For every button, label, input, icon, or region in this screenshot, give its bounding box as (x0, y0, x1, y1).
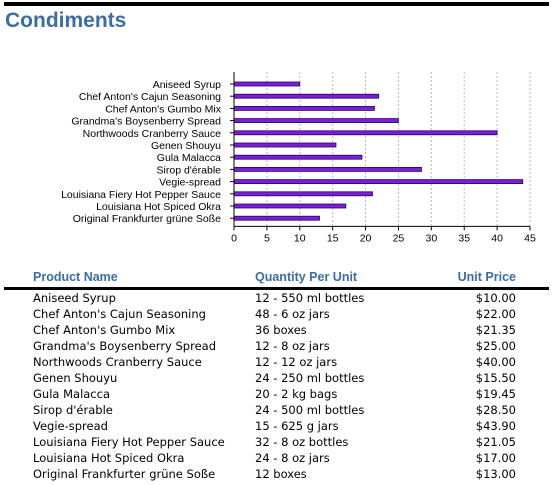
x-tick-label: 40 (491, 232, 503, 244)
header-product-name: Product Name (33, 270, 118, 284)
bar (233, 106, 375, 111)
quantity-per-unit: 24 - 500 ml bottles (255, 403, 365, 417)
bar (233, 81, 301, 87)
top-rule (4, 2, 549, 6)
product-name: Chef Anton's Cajun Seasoning (33, 307, 206, 321)
product-name: Aniseed Syrup (33, 291, 116, 305)
header-rule (4, 287, 549, 290)
product-name: Original Frankfurter grüne Soße (33, 467, 216, 481)
category-label: Aniseed Syrup (153, 79, 221, 91)
bar (233, 93, 380, 99)
table-row: Aniseed Syrup 12 - 550 ml bottles $10.00 (0, 290, 556, 306)
quantity-per-unit: 20 - 2 kg bags (255, 387, 338, 401)
product-name: Louisiana Fiery Hot Pepper Sauce (33, 435, 225, 449)
x-tick-label: 30 (425, 232, 437, 244)
header-quantity-per-unit: Quantity Per Unit (255, 270, 358, 284)
quantity-per-unit: 24 - 250 ml bottles (255, 371, 365, 385)
category-label: Chef Anton's Gumbo Mix (105, 103, 222, 115)
unit-price: $10.00 (475, 291, 516, 305)
table-row: Gula Malacca 20 - 2 kg bags $19.45 (0, 386, 556, 402)
x-tick-label: 45 (524, 232, 536, 244)
bar-layer (233, 81, 524, 221)
table-row: Chef Anton's Cajun Seasoning 48 - 6 oz j… (0, 306, 556, 322)
table-row: Genen Shouyu 24 - 250 ml bottles $15.50 (0, 370, 556, 386)
unit-price: $22.00 (475, 307, 516, 321)
unit-price: $17.00 (475, 451, 516, 465)
header-unit-price: Unit Price (457, 270, 516, 284)
bar (233, 167, 422, 172)
unit-price: $13.00 (475, 467, 516, 481)
category-label: Vegie-spread (159, 177, 221, 189)
quantity-per-unit: 12 - 12 oz jars (255, 355, 338, 369)
x-tick-label: 20 (360, 232, 372, 244)
quantity-per-unit: 15 - 625 g jars (255, 419, 339, 433)
bar (233, 215, 320, 221)
unit-price: $43.90 (475, 419, 516, 433)
bar (233, 118, 399, 123)
category-label: Northwoods Cranberry Sauce (83, 128, 221, 140)
table-row: Northwoods Cranberry Sauce 12 - 12 oz ja… (0, 354, 556, 370)
bar (233, 154, 363, 160)
category-label: Original Frankfurter grüne Soße (73, 213, 221, 225)
axis-layer: 0 5 10 15 20 25 30 35 40 45 (230, 72, 536, 244)
unit-price: $21.35 (475, 323, 516, 337)
category-label: Sirop d'érable (157, 164, 222, 176)
quantity-per-unit: 12 - 8 oz jars (255, 339, 330, 353)
unit-price: $40.00 (475, 355, 516, 369)
unit-price: $25.00 (475, 339, 516, 353)
quantity-per-unit: 48 - 6 oz jars (255, 307, 330, 321)
page-title: Condiments (5, 9, 127, 32)
product-name: Northwoods Cranberry Sauce (33, 355, 202, 369)
category-label: Louisiana Hot Spiced Okra (96, 201, 221, 213)
product-table: Aniseed Syrup 12 - 550 ml bottles $10.00… (0, 290, 556, 482)
product-name: Gula Malacca (33, 387, 111, 401)
bar (233, 203, 347, 209)
bar (233, 191, 373, 197)
quantity-per-unit: 12 - 550 ml bottles (255, 291, 365, 305)
bar (233, 130, 498, 136)
table-row: Chef Anton's Gumbo Mix 36 boxes $21.35 (0, 322, 556, 338)
unit-price: $15.50 (475, 371, 516, 385)
x-tick-label: 15 (327, 232, 339, 244)
table-row: Grandma's Boysenberry Spread 12 - 8 oz j… (0, 338, 556, 354)
x-tick-label: 0 (231, 232, 237, 244)
product-name: Sirop d'érable (33, 403, 113, 417)
bar (233, 142, 337, 148)
category-label: Louisiana Fiery Hot Pepper Sauce (61, 189, 221, 201)
table-row: Original Frankfurter grüne Soße 12 boxes… (0, 466, 556, 482)
table-row: Vegie-spread 15 - 625 g jars $43.90 (0, 418, 556, 434)
quantity-per-unit: 36 boxes (255, 323, 307, 337)
x-tick-label: 10 (294, 232, 306, 244)
quantity-per-unit: 24 - 8 oz jars (255, 451, 330, 465)
x-tick-label: 5 (264, 232, 270, 244)
product-name: Chef Anton's Gumbo Mix (33, 323, 176, 337)
product-name: Vegie-spread (33, 419, 108, 433)
table-header: Product Name Quantity Per Unit Unit Pric… (0, 268, 556, 288)
product-name: Genen Shouyu (33, 371, 118, 385)
product-name: Louisiana Hot Spiced Okra (33, 451, 185, 465)
category-label: Genen Shouyu (151, 140, 221, 152)
unit-price: $28.50 (475, 403, 516, 417)
category-label: Chef Anton's Cajun Seasoning (79, 91, 221, 103)
category-label: Grandma's Boysenberry Spread (71, 116, 221, 128)
bar (233, 179, 524, 184)
quantity-per-unit: 32 - 8 oz bottles (255, 435, 349, 449)
x-tick-label: 25 (393, 232, 405, 244)
table-row: Sirop d'érable 24 - 500 ml bottles $28.5… (0, 402, 556, 418)
unit-price: $21.05 (475, 435, 516, 449)
table-row: Louisiana Fiery Hot Pepper Sauce 32 - 8 … (0, 434, 556, 450)
quantity-per-unit: 12 boxes (255, 467, 307, 481)
category-label: Gula Malacca (157, 152, 221, 164)
product-name: Grandma's Boysenberry Spread (33, 339, 217, 353)
x-tick-label: 35 (458, 232, 470, 244)
unit-price: $19.45 (475, 387, 516, 401)
table-row: Louisiana Hot Spiced Okra 24 - 8 oz jars… (0, 450, 556, 466)
